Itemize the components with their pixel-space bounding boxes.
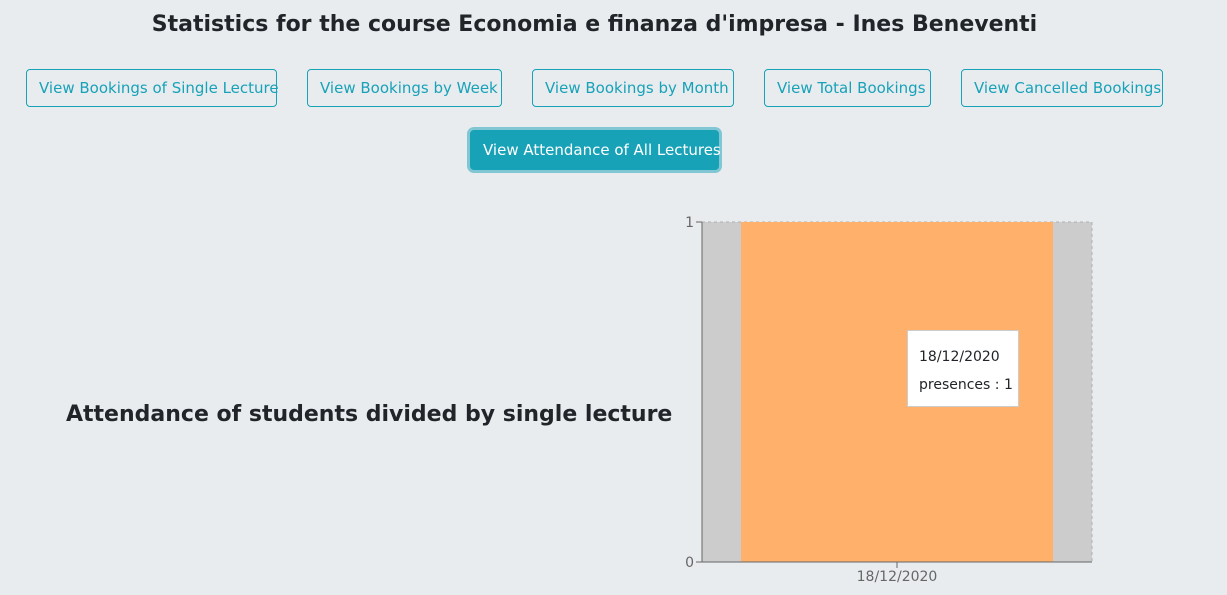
chart-tooltip: 18/12/2020 presences : 1 xyxy=(907,330,1019,407)
view-bookings-by-week-button[interactable]: View Bookings by Week xyxy=(307,69,502,107)
chart-heading: Attendance of students divided by single… xyxy=(66,402,673,427)
view-attendance-all-lectures-button[interactable]: View Attendance of All Lectures xyxy=(470,130,721,170)
attendance-bar-chart[interactable]: 0 1 18/12/2020 xyxy=(660,210,1110,595)
y-tick-label-1: 1 xyxy=(685,215,694,231)
tooltip-value: presences : 1 xyxy=(919,377,1013,393)
y-tick-label-0: 0 xyxy=(685,555,694,571)
x-tick-label-0: 18/12/2020 xyxy=(857,569,938,585)
view-bookings-by-month-button[interactable]: View Bookings by Month xyxy=(532,69,734,107)
view-bookings-single-lecture-button[interactable]: View Bookings of Single Lecture xyxy=(26,69,279,107)
view-total-bookings-button[interactable]: View Total Bookings xyxy=(764,69,931,107)
tooltip-label: 18/12/2020 xyxy=(919,349,1000,365)
view-cancelled-bookings-button[interactable]: View Cancelled Bookings xyxy=(961,69,1163,107)
page-title: Statistics for the course Economia e fin… xyxy=(151,12,1038,37)
